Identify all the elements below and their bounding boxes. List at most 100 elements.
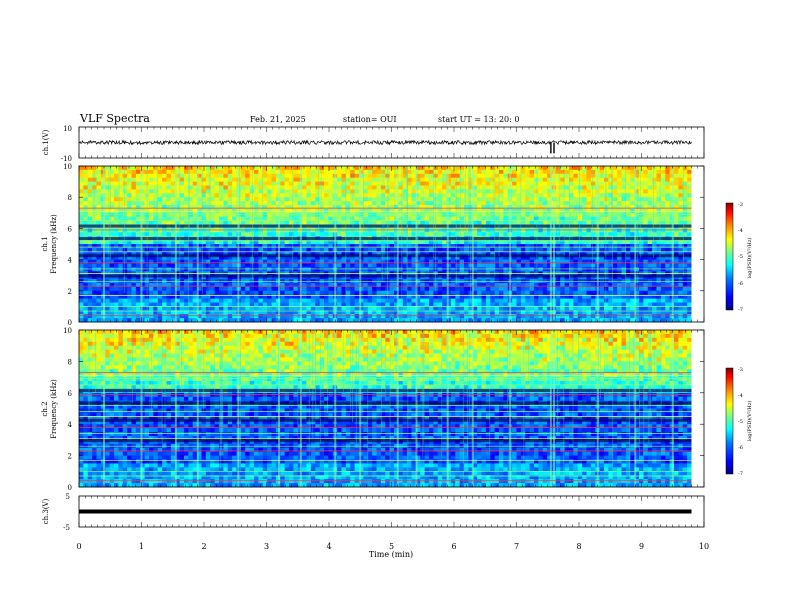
ch1-spec-cell (647, 294, 653, 299)
ch1-spec-cell (389, 290, 395, 296)
ch1-spec-cell (512, 173, 517, 179)
ch1-spec-cell (599, 255, 605, 260)
ch1-spec-cell (582, 228, 587, 233)
ch1-spec-cell (542, 286, 548, 292)
ch1-spec-cell (407, 201, 412, 206)
ch1-spec-cell (481, 286, 487, 292)
ch1-spec-cell (499, 193, 504, 198)
ch1-spec-cell (188, 228, 194, 233)
ch1-spec-cell (394, 201, 399, 206)
ch1-spec-cell (608, 189, 614, 194)
ch1-spec-cell (394, 263, 399, 268)
ch1-spec-cell (79, 255, 84, 260)
ch1-spec-cell (682, 263, 688, 268)
ch1-spec-cell (376, 212, 382, 218)
ch1-spec-cell (385, 228, 391, 233)
ch1-spec-cell (232, 263, 237, 268)
ch1-spec-cell (122, 283, 128, 288)
ch1-spec-cell (647, 251, 653, 257)
ch1-spec-cell (280, 193, 286, 198)
ch1-spec-cell (306, 267, 312, 272)
ch1-spec-cell (162, 177, 167, 182)
ch1-spec-cell (258, 259, 264, 264)
ch1-spec-cell (310, 240, 316, 245)
ch1-spec-cell (621, 212, 627, 218)
ch1-spec-cell (310, 205, 316, 210)
ch1-spec-cell (464, 181, 469, 186)
ch1-spec-cell (289, 286, 294, 292)
ch1-spec-cell (144, 232, 150, 237)
ch1-spec-cell (389, 240, 395, 245)
ch1-spec-cell (293, 259, 299, 264)
ch1-spec-cell (582, 185, 587, 190)
ch1-spec-cell (586, 193, 592, 198)
ch1-spec-cell (354, 197, 360, 202)
ch1-spec-cell (608, 294, 614, 299)
ch1-spec-cell (468, 216, 474, 221)
ch1-spec-cell (455, 201, 461, 206)
ch1-spec-cell (109, 201, 115, 206)
ch1-spec-cell (612, 185, 618, 190)
ch1-spec-cell (647, 177, 653, 182)
ch1-spec-cell (604, 259, 609, 264)
ch1-spec-cell (464, 240, 469, 245)
ch1-spec-cell (529, 247, 535, 253)
ch1-spec-cell (647, 247, 653, 253)
ch1-spec-cell (135, 240, 141, 245)
ch1-spec-cell (306, 283, 312, 288)
ch1-spec-cell (223, 193, 229, 198)
ch1-spec-cell (114, 290, 119, 296)
ch1-spec-cell (407, 212, 412, 218)
ch1-spec-cell (560, 263, 566, 268)
ch1-spec-cell (639, 173, 644, 179)
ch1-spec-cell (450, 169, 456, 175)
ch1-spec-cell (433, 267, 439, 272)
ch1-spec-cell (249, 185, 255, 190)
ch1-spec-cell (547, 240, 552, 245)
ch1-spec-cell (114, 263, 119, 268)
ch1-spec-cell (516, 255, 522, 260)
ch1-spec-cell (582, 181, 587, 186)
ch1-spec-cell (179, 294, 185, 299)
ch1-spec-cell (131, 177, 137, 182)
ch1-spec-cell (608, 298, 614, 303)
ch1-spec-cell (639, 220, 644, 225)
ch1-spec-cell (520, 189, 526, 194)
ch1-spec-cell (608, 197, 614, 202)
ch1-spec-cell (494, 267, 500, 272)
ch1-spec-cell (109, 173, 115, 179)
ch1-spec-cell (503, 232, 509, 237)
ch1-spec-cell (407, 240, 412, 245)
ch1-spec-cell (131, 263, 137, 268)
ch1-spec-cell (660, 283, 666, 288)
ch1-spec-cell (87, 286, 93, 292)
ch1-spec-cell (192, 255, 198, 260)
ch1-spec-cell (232, 189, 237, 194)
ch1-spec-cell (433, 283, 439, 288)
ch1-spec-cell (577, 220, 583, 225)
ch1-spec-cell (214, 216, 220, 221)
ch1-spec-cell (407, 205, 412, 210)
ch1-spec-cell (599, 185, 605, 190)
ch1-spec-cell (92, 205, 97, 210)
ch1-spec-cell (660, 240, 666, 245)
ch1-spec-cell (573, 259, 579, 264)
ch1-spec-cell (529, 283, 535, 288)
ch1-spec-cell (634, 251, 640, 257)
ch1-spec-cell (201, 267, 207, 272)
ch1-spec-cell (442, 169, 447, 175)
ch1-spec-cell (341, 244, 347, 249)
ch1-spec-cell (337, 286, 342, 292)
ch1-spec-cell (682, 205, 688, 210)
ch1-spec-cell (96, 294, 102, 299)
ch1-spec-cell (350, 185, 356, 190)
ch1-spec-cell (464, 251, 469, 257)
ch1-spec-cell (315, 283, 321, 288)
ch1-spec-cell (590, 201, 596, 206)
ch1-spec-cell (232, 166, 237, 171)
ch1-spec-cell (455, 185, 461, 190)
ch1-spec-cell (223, 220, 229, 225)
ch1-spec-cell (79, 247, 84, 253)
ch1-spec-cell (240, 240, 246, 245)
ch1-spec-cell (674, 169, 679, 175)
